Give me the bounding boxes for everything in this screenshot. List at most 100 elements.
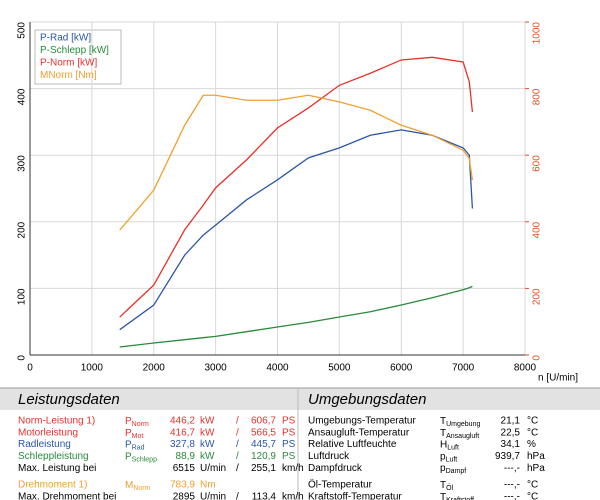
row-value2: 255,1 <box>251 463 276 474</box>
row-label: Relative Luftfeuchte <box>308 439 397 450</box>
row-unit: °C <box>527 427 538 438</box>
symbol-main: P <box>125 416 132 427</box>
row-symbol: TAnsaugluft <box>440 427 479 439</box>
x-tick-label: 8000 <box>514 363 537 374</box>
x-tick-label: 2000 <box>143 363 166 374</box>
symbol-main: P <box>125 427 132 438</box>
row-unit: % <box>527 439 536 450</box>
row-sep: / <box>236 492 239 500</box>
row-symbol: MNorm <box>125 480 151 492</box>
y-tick-label: 300 <box>17 155 28 172</box>
y2-tick-label: 800 <box>532 88 543 105</box>
symbol-sub: Umgebung <box>446 421 480 428</box>
symbol-main: P <box>125 439 132 450</box>
symbol-sub: Dampf <box>446 468 467 475</box>
symbol-main: H <box>440 439 447 450</box>
row-unit: U/min <box>200 492 226 500</box>
row-label: Schleppleistung <box>18 451 89 462</box>
symbol-main: T <box>440 492 446 500</box>
row-label: Öl-Temperatur <box>308 479 373 491</box>
left-table-title: Leistungsdaten <box>18 391 120 408</box>
symbol-sub: Schlepp <box>132 456 157 463</box>
row-sep: / <box>236 416 239 427</box>
row-unit2: PS <box>282 427 296 438</box>
row-symbol: PMot <box>125 427 143 439</box>
x-tick-label: 6000 <box>390 363 413 374</box>
row-unit: kW <box>200 439 215 450</box>
row-symbol: HLuft <box>440 439 459 451</box>
row-unit: Nm <box>200 480 216 491</box>
row-label: Ansaugluft-Temperatur <box>308 427 410 438</box>
symbol-main: p <box>440 451 446 462</box>
symbol-sub: Rad <box>132 444 145 451</box>
row-label: Max. Leistung bei <box>18 463 96 474</box>
symbol-main: M <box>125 480 133 491</box>
row-unit: kW <box>200 427 215 438</box>
row-value: 88,9 <box>176 451 196 462</box>
row-value: ---,- <box>504 492 520 500</box>
row-value: 22,5 <box>501 427 521 438</box>
row-unit: °C <box>527 416 538 427</box>
row-sep: / <box>236 451 239 462</box>
row-unit: hPa <box>527 451 545 462</box>
row-sep: / <box>236 463 239 474</box>
symbol-sub: Luft <box>446 456 458 463</box>
symbol-sub: Kraftstoff <box>446 497 474 500</box>
row-sep: / <box>236 427 239 438</box>
series-line <box>119 94 474 231</box>
series-line <box>119 129 474 331</box>
symbol-main: T <box>440 427 446 438</box>
row-unit: hPa <box>527 463 545 474</box>
row-symbol: pDampf <box>440 463 466 475</box>
row-label: Max. Drehmoment bei <box>18 492 116 500</box>
x-tick-label: 4000 <box>266 363 289 374</box>
symbol-sub: Ansaugluft <box>446 433 479 440</box>
row-unit2: PS <box>282 416 296 427</box>
row-sep: / <box>236 439 239 450</box>
row-value2: 445,7 <box>251 439 276 450</box>
row-symbol: TÖl <box>440 480 454 492</box>
symbol-sub: Luft <box>447 444 459 451</box>
y2-tick-label: 1000 <box>532 22 543 45</box>
symbol-sub: Norm <box>133 485 150 492</box>
symbol-sub: Mot <box>132 433 144 440</box>
row-value2: 606,7 <box>251 416 276 427</box>
legend-entry: P-Rad [kW] <box>40 33 91 44</box>
symbol-main: T <box>440 480 446 491</box>
row-value: 783,9 <box>170 480 195 491</box>
row-unit2: km/h <box>282 492 304 500</box>
row-symbol: PNorm <box>125 416 149 428</box>
row-value2: 566,5 <box>251 427 276 438</box>
row-value: 939,7 <box>495 451 520 462</box>
legend-entry: P-Schlepp [kW] <box>40 45 109 56</box>
symbol-main: P <box>125 451 132 462</box>
x-tick-label: 7000 <box>452 363 475 374</box>
row-value: 34,1 <box>501 439 521 450</box>
y-tick-label: 0 <box>17 355 28 361</box>
x-axis-label: n [U/min] <box>538 373 578 384</box>
row-value: 21,1 <box>501 416 521 427</box>
y2-tick-label: 200 <box>532 288 543 305</box>
row-label: Radleistung <box>18 439 71 450</box>
y-tick-label: 400 <box>17 88 28 105</box>
row-label: Motorleistung <box>18 427 78 438</box>
right-table-title: Umgebungsdaten <box>308 391 426 408</box>
row-unit: °C <box>527 480 538 491</box>
row-value: 2895 <box>173 492 196 500</box>
row-unit2: PS <box>282 451 296 462</box>
row-value: 6515 <box>173 463 196 474</box>
y2-tick-label: 600 <box>532 155 543 172</box>
row-unit: kW <box>200 451 215 462</box>
x-tick-label: 3000 <box>205 363 228 374</box>
symbol-main: T <box>440 416 446 427</box>
row-symbol: TKraftstoff <box>440 492 474 500</box>
row-symbol: TUmgebung <box>440 416 480 428</box>
x-tick-label: 0 <box>27 363 33 374</box>
row-symbol: PRad <box>125 439 145 451</box>
y-tick-label: 100 <box>17 288 28 305</box>
symbol-sub: Norm <box>132 421 149 428</box>
row-value: 327,8 <box>170 439 195 450</box>
row-label: Umgebungs-Temperatur <box>308 416 416 427</box>
row-label: Dampfdruck <box>308 463 363 474</box>
